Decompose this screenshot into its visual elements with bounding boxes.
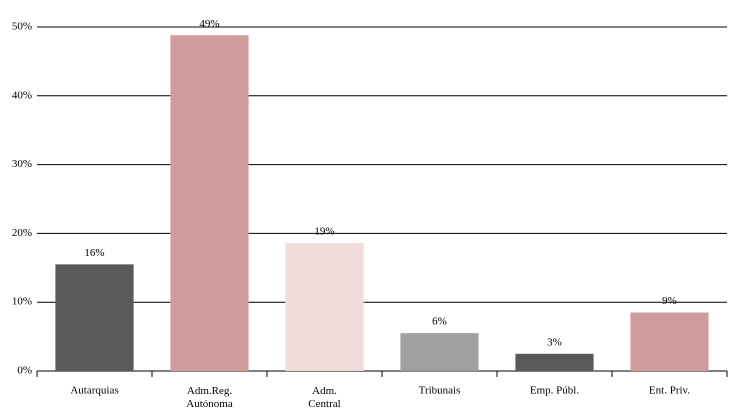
x-tick-label: Tribunais xyxy=(419,385,461,397)
y-tick-label: 0% xyxy=(17,365,32,377)
y-tick-label: 40% xyxy=(12,89,32,101)
bar xyxy=(630,312,709,371)
value-label: 16% xyxy=(84,247,104,259)
x-tick-label: Emp. Públ. xyxy=(530,385,579,397)
bar xyxy=(285,243,364,371)
x-tick-label: Ent. Priv. xyxy=(649,385,690,397)
x-tick-label: Adm.Reg. Autónoma xyxy=(186,385,233,410)
bar xyxy=(400,333,479,371)
y-tick-label: 10% xyxy=(12,296,32,308)
value-label: 3% xyxy=(547,336,562,348)
value-label: 49% xyxy=(199,18,219,30)
x-tick-label: Adm. Central xyxy=(308,385,340,410)
bar xyxy=(170,35,249,371)
bar xyxy=(55,264,134,371)
value-label: 19% xyxy=(314,226,334,238)
x-tick-label: Autarquias xyxy=(70,385,118,397)
value-label: 6% xyxy=(432,316,447,328)
bar xyxy=(515,353,594,371)
value-label: 9% xyxy=(662,295,677,307)
y-tick-label: 50% xyxy=(12,21,32,33)
y-tick-label: 20% xyxy=(12,227,32,239)
y-tick-label: 30% xyxy=(12,158,32,170)
